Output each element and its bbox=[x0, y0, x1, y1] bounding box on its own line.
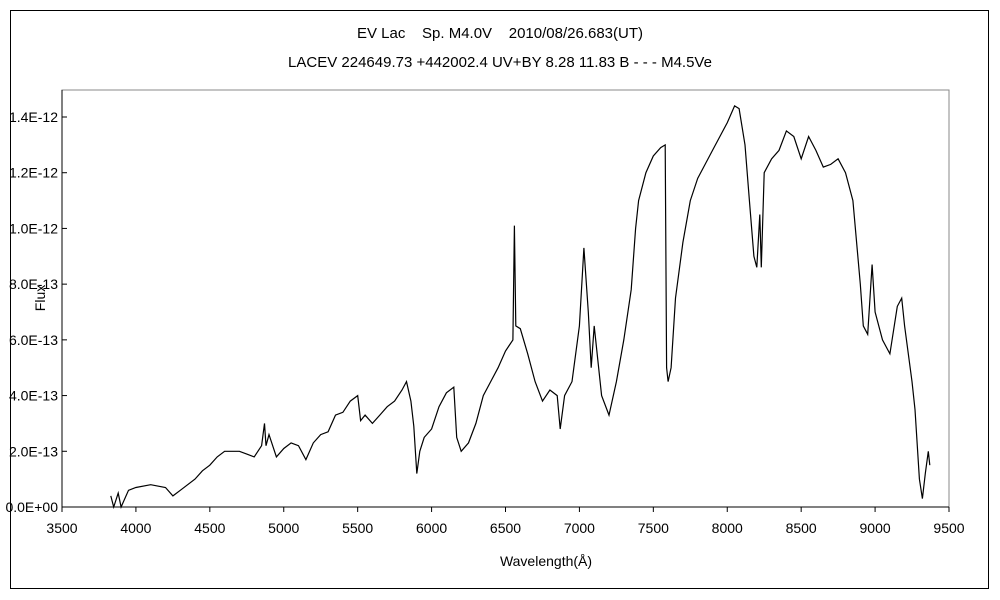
y-tick-label: 2.0E-13 bbox=[9, 443, 58, 459]
x-tick-label: 3500 bbox=[46, 520, 77, 536]
x-tick-label: 8500 bbox=[786, 520, 817, 536]
x-axis-label: Wavelength(Å) bbox=[500, 553, 592, 569]
spectrum-line bbox=[110, 105, 931, 510]
y-tick-label: 1.2E-12 bbox=[9, 165, 58, 181]
chart-subtitle: LACEV 224649.73 +442002.4 UV+BY 8.28 11.… bbox=[288, 54, 712, 71]
x-tick-label: 9000 bbox=[860, 520, 891, 536]
x-tick-label: 7500 bbox=[638, 520, 669, 536]
x-tick-label: 6500 bbox=[490, 520, 521, 536]
y-tick-label: 0.0E+00 bbox=[5, 499, 58, 515]
y-axis-label: Flux bbox=[32, 285, 48, 311]
x-tick-label: 6000 bbox=[416, 520, 447, 536]
chart-title: EV Lac Sp. M4.0V 2010/08/26.683(UT) bbox=[357, 25, 643, 42]
y-tick-label: 6.0E-13 bbox=[9, 332, 58, 348]
x-tick-label: 5000 bbox=[268, 520, 299, 536]
x-tick-label: 7000 bbox=[564, 520, 595, 536]
x-tick-label: 4500 bbox=[194, 520, 225, 536]
y-tick-label: 4.0E-13 bbox=[9, 388, 58, 404]
chart-frame bbox=[10, 10, 989, 589]
x-tick-label: 9500 bbox=[933, 520, 964, 536]
x-tick-label: 4000 bbox=[120, 520, 151, 536]
y-tick-label: 1.4E-12 bbox=[9, 109, 58, 125]
x-tick-label: 5500 bbox=[342, 520, 373, 536]
y-tick-label: 8.0E-13 bbox=[9, 276, 58, 292]
plot-area bbox=[61, 89, 950, 508]
y-tick-label: 1.0E-12 bbox=[9, 220, 58, 236]
x-tick-label: 8000 bbox=[712, 520, 743, 536]
